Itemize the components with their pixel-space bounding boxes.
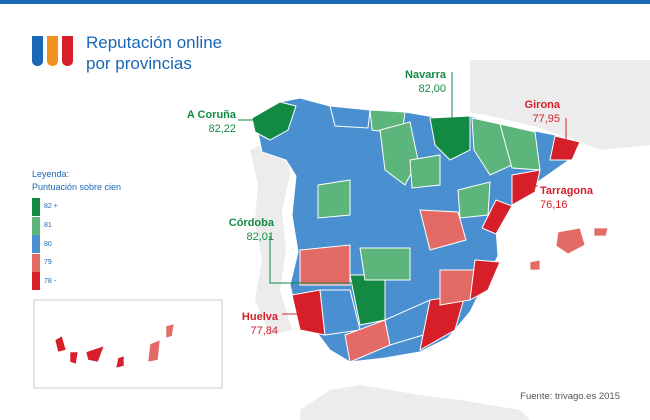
legend-label: 79 [44, 259, 52, 266]
legend-label: 80 [44, 241, 52, 248]
france-land [470, 60, 650, 150]
province-cuenca [419, 209, 467, 251]
dot-huelva [301, 311, 307, 317]
island-mallorca [555, 227, 586, 255]
top-accent-bar [0, 0, 650, 4]
callout-value: 76,16 [540, 199, 568, 211]
callout-girona: Girona 77,95 [500, 98, 560, 126]
callout-cordoba: Córdoba 82,01 [216, 216, 274, 244]
callout-name: Huelva [241, 311, 278, 323]
dot-cordoba [353, 280, 359, 286]
callout-huelva: Huelva 77,84 [222, 310, 278, 338]
logo-bar-red [62, 36, 73, 66]
africa-land [300, 385, 530, 420]
province-a-coruna [251, 101, 297, 141]
legend-label: 81 [44, 222, 52, 229]
callout-value: 82,22 [208, 123, 236, 135]
canary-island-3 [85, 345, 105, 363]
callout-tarragona: Tarragona 76,16 [540, 184, 610, 212]
callout-value: 82,00 [418, 83, 446, 95]
callout-name: A Coruña [186, 109, 236, 121]
province-teruel [457, 181, 491, 219]
legend-subtitle: Puntuación sobre cien [32, 182, 122, 192]
logo [32, 36, 74, 66]
callout-value: 77,95 [532, 113, 560, 125]
province-huelva [291, 289, 326, 336]
source-note: Fuente: trivago.es 2015 [520, 391, 620, 402]
legend-label: 82 + [44, 203, 58, 210]
legend-color-bar [32, 198, 40, 290]
legend-swatch [32, 235, 40, 253]
callout-value: 82,01 [246, 231, 274, 243]
canary-inset-frame [33, 299, 223, 389]
legend-swatch [32, 253, 40, 272]
province-badajoz [299, 244, 351, 286]
callout-name: Girona [524, 99, 560, 111]
callout-name: Navarra [405, 69, 446, 81]
province-asturias [329, 105, 371, 129]
canary-island-5 [147, 339, 161, 363]
canary-island-6 [165, 323, 175, 339]
callout-name: Tarragona [540, 185, 593, 197]
callout-navarra: Navarra 82,00 [388, 68, 446, 96]
legend-swatch [32, 216, 40, 235]
island-menorca [593, 227, 609, 237]
legend-title: Leyenda: [32, 169, 70, 179]
province-alicante [469, 259, 501, 301]
page-title: Reputación online por provincias [86, 33, 223, 73]
callout-name: Córdoba [228, 217, 274, 229]
dot-navarra [449, 125, 455, 131]
legend-label: 78 - [44, 278, 57, 285]
province-jaen [359, 247, 411, 281]
logo-bar-orange [47, 36, 58, 66]
callout-value: 77,84 [250, 325, 278, 337]
canary-island-2 [69, 351, 79, 365]
dot-tarragona [517, 183, 523, 189]
province-soria [409, 154, 441, 189]
province-navarra [429, 115, 471, 161]
portugal-land [250, 142, 292, 335]
logo-bar-blue [32, 36, 43, 66]
province-tarragona [511, 169, 541, 206]
island-ibiza [529, 259, 541, 271]
canary-island-4 [115, 355, 125, 369]
legend-swatch [32, 272, 40, 290]
legend-swatch [32, 198, 40, 216]
leader-cordoba [269, 236, 356, 284]
dot-girona [563, 143, 569, 149]
canary-island-1 [54, 335, 67, 353]
callout-a-coruna: A Coruña 82,22 [172, 108, 236, 136]
province-castellon [481, 199, 513, 235]
province-leon [317, 179, 351, 219]
dot-a-coruna [265, 117, 271, 123]
